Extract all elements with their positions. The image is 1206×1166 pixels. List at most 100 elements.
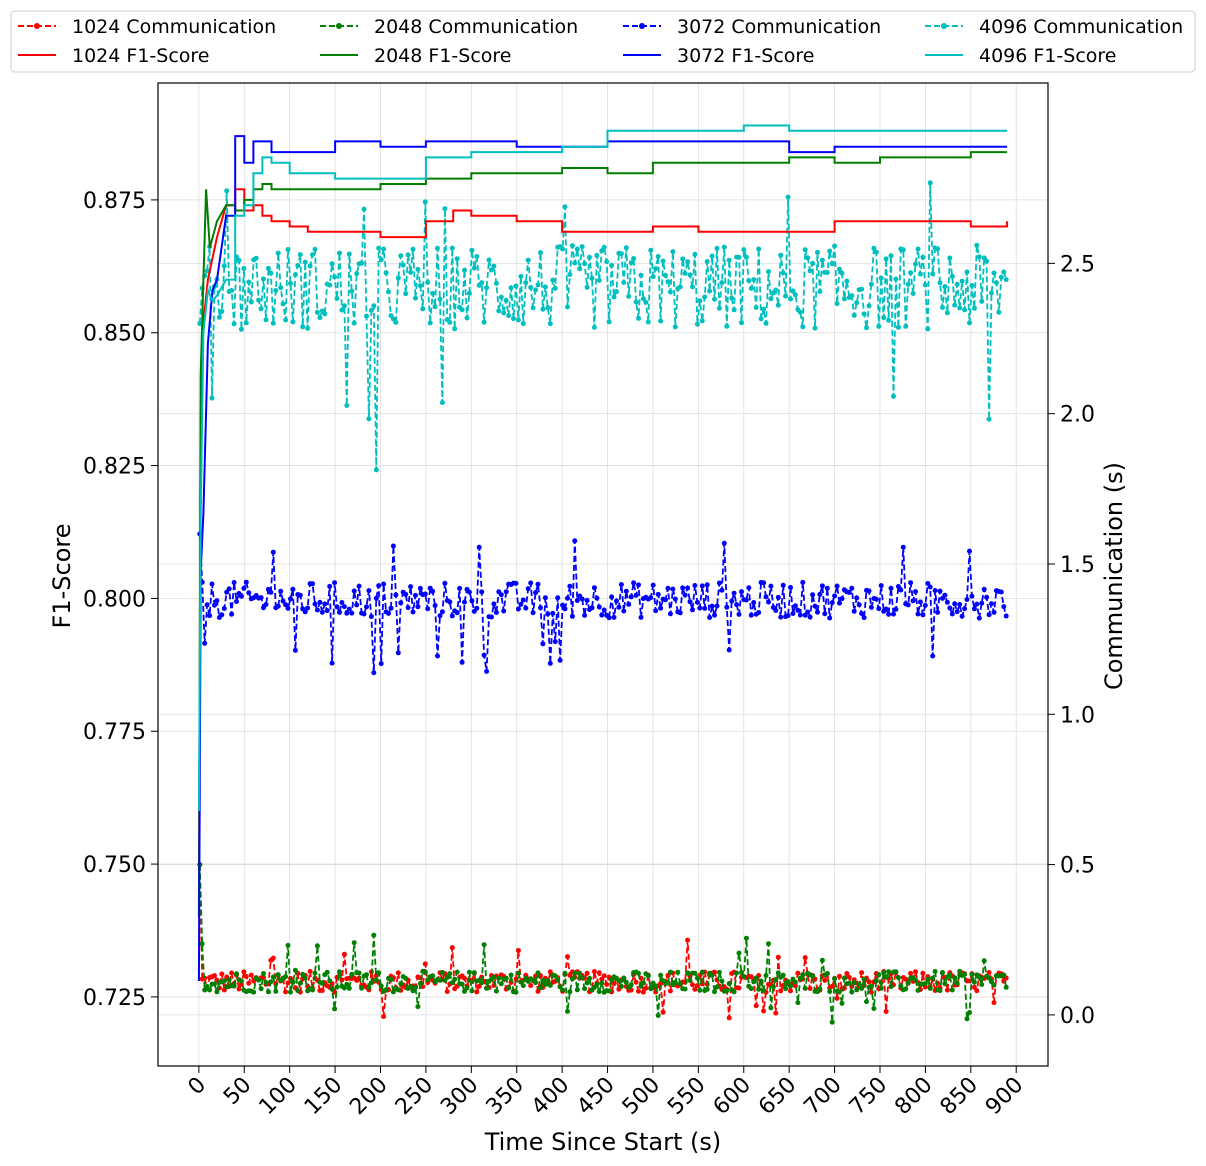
- comm-point: [949, 987, 955, 993]
- comm-point: [371, 303, 377, 309]
- comm-point: [976, 254, 982, 260]
- comm-point: [567, 972, 573, 978]
- comm-point: [329, 660, 335, 666]
- comm-point: [712, 612, 717, 618]
- comm-point: [677, 284, 683, 290]
- legend-swatch-marker: [336, 23, 342, 29]
- comm-point: [920, 612, 926, 618]
- comm-point: [199, 941, 205, 947]
- comm-point: [942, 284, 948, 290]
- comm-point: [849, 585, 855, 591]
- comm-point: [341, 303, 347, 309]
- comm-point: [513, 580, 519, 586]
- comm-point: [871, 1006, 877, 1011]
- comm-point: [471, 970, 477, 976]
- comm-point: [601, 244, 607, 250]
- comm-point: [648, 247, 654, 253]
- comm-point: [498, 592, 504, 598]
- comm-point: [376, 583, 382, 589]
- comm-point: [623, 588, 629, 594]
- comm-point: [721, 244, 727, 250]
- comm-point: [368, 980, 374, 986]
- comm-point: [212, 973, 217, 979]
- y-tick-label: 0.825: [83, 455, 146, 480]
- comm-point: [268, 979, 274, 985]
- comm-point: [579, 244, 585, 250]
- comm-series-1: [197, 862, 1009, 1025]
- comm-point: [278, 285, 284, 291]
- comm-point: [663, 597, 668, 603]
- comm-line: [198, 864, 1008, 1023]
- comm-point: [334, 984, 340, 990]
- comm-point: [337, 250, 342, 256]
- comm-point: [241, 265, 247, 271]
- comm-point: [903, 323, 909, 329]
- comm-point: [319, 988, 325, 993]
- comm-point: [346, 985, 352, 991]
- comm-point: [405, 252, 411, 258]
- comm-point: [822, 977, 828, 983]
- comm-point: [712, 296, 717, 302]
- comm-point: [864, 999, 869, 1005]
- comm-point: [283, 989, 289, 995]
- comm-point: [954, 281, 960, 287]
- comm-point: [273, 988, 279, 994]
- legend-item: 1024 F1-Score: [18, 45, 209, 67]
- comm-point: [944, 310, 950, 316]
- comm-point: [780, 270, 786, 276]
- comm-point: [868, 983, 874, 989]
- comm-point: [307, 263, 313, 269]
- comm-point: [611, 614, 617, 620]
- comm-point: [219, 971, 225, 977]
- comm-point: [373, 595, 379, 601]
- comm-point: [724, 988, 730, 994]
- comm-point: [204, 984, 210, 989]
- comm-point: [388, 605, 394, 611]
- comm-point: [364, 313, 369, 319]
- legend-label: 3072 Communication: [677, 16, 881, 38]
- comm-point: [888, 253, 894, 259]
- comm-point: [491, 263, 497, 269]
- comm-point: [859, 286, 865, 292]
- comm-point: [452, 326, 458, 332]
- comm-point: [501, 608, 507, 614]
- comm-point: [761, 988, 767, 994]
- comm-point: [998, 589, 1004, 595]
- f1-line-0: [197, 188, 1009, 907]
- comm-point: [204, 602, 210, 608]
- comm-point: [221, 606, 227, 611]
- comm-point: [979, 982, 985, 987]
- comm-point: [898, 983, 904, 989]
- comm-point: [616, 604, 622, 610]
- comm-point: [587, 254, 592, 260]
- comm-point: [542, 284, 548, 290]
- comm-point: [591, 969, 597, 974]
- comm-point: [962, 971, 968, 977]
- x-tick-label: 100: [255, 1073, 302, 1120]
- comm-point: [969, 971, 975, 977]
- comm-point: [594, 252, 600, 258]
- comm-point: [474, 989, 480, 995]
- comm-point: [540, 977, 546, 983]
- comm-point: [518, 979, 524, 985]
- comm-point: [373, 977, 379, 983]
- comm-point: [773, 287, 779, 293]
- comm-point: [876, 606, 882, 612]
- comm-point: [748, 285, 754, 291]
- comm-point: [292, 272, 298, 278]
- comm-point: [866, 588, 872, 594]
- comm-point: [687, 272, 693, 278]
- comm-point: [685, 585, 691, 591]
- comm-point: [719, 978, 725, 984]
- y2-tick-label: 1.0: [1060, 703, 1095, 728]
- comm-point: [935, 246, 941, 252]
- comm-point: [690, 607, 695, 613]
- comm-point: [508, 972, 514, 978]
- comm-point: [937, 280, 943, 286]
- comm-point: [415, 266, 421, 272]
- comm-point: [432, 304, 438, 310]
- comm-point: [422, 199, 428, 205]
- comm-point: [886, 317, 892, 323]
- comm-point: [623, 245, 629, 251]
- comm-point: [797, 612, 803, 618]
